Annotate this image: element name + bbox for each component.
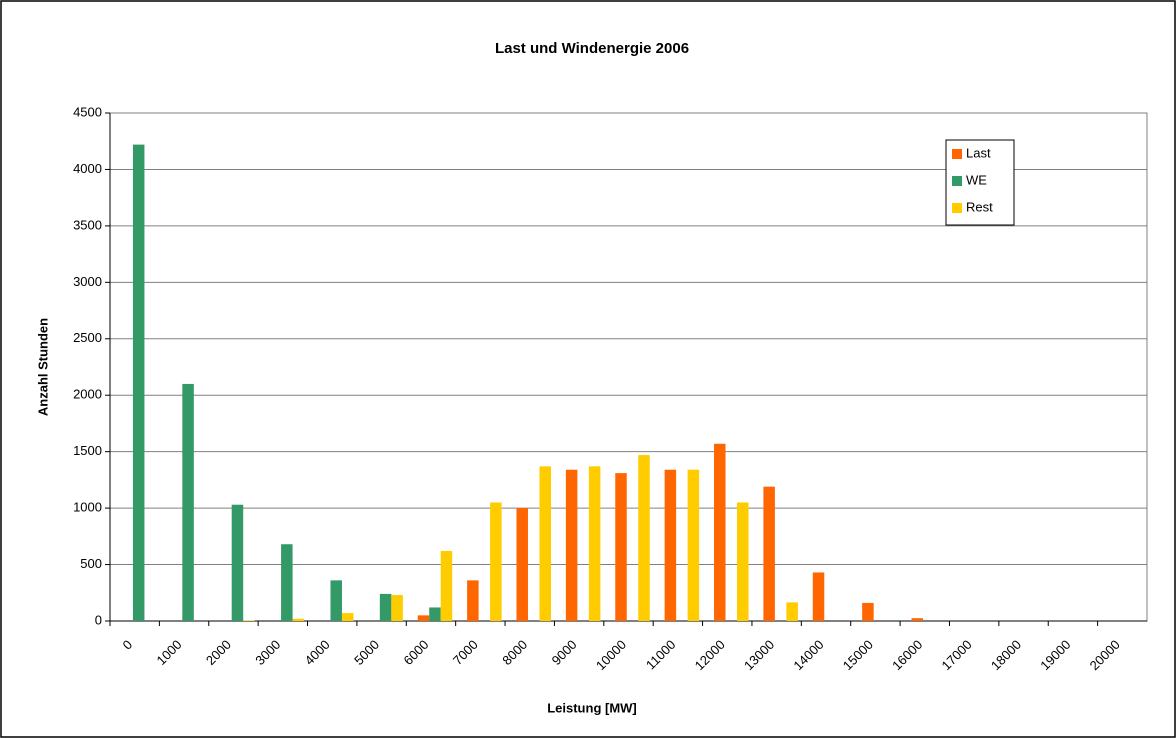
y-tick-label: 4000 <box>73 161 102 176</box>
legend-label: WE <box>966 172 987 187</box>
bar <box>687 469 700 621</box>
legend-label: Rest <box>966 199 993 214</box>
y-tick-label: 4500 <box>73 104 102 119</box>
bar <box>664 469 677 621</box>
y-tick-label: 0 <box>95 612 102 627</box>
bar <box>132 144 145 621</box>
y-tick-label: 3500 <box>73 217 102 232</box>
legend-swatch <box>952 149 962 159</box>
bar <box>588 466 601 621</box>
bar <box>379 593 392 621</box>
bar <box>440 551 453 621</box>
bar <box>429 607 441 621</box>
y-tick-label: 2000 <box>73 387 102 402</box>
y-tick-label: 3000 <box>73 274 102 289</box>
bar <box>786 602 798 621</box>
bar <box>341 613 354 621</box>
bar <box>243 620 255 621</box>
bar <box>391 595 403 621</box>
bar <box>182 383 194 621</box>
bar <box>292 618 305 621</box>
bar <box>330 580 342 621</box>
y-tick-label: 2500 <box>73 330 102 345</box>
bar <box>812 572 825 621</box>
bar <box>417 615 430 621</box>
bar <box>516 508 528 621</box>
bar <box>911 618 924 621</box>
bar <box>763 486 775 621</box>
legend-label: Last <box>966 145 991 160</box>
bar <box>467 580 479 621</box>
x-axis-label: Leistung [MW] <box>547 700 637 715</box>
legend-swatch <box>952 176 962 186</box>
bar <box>490 502 502 621</box>
bar <box>281 544 293 621</box>
legend-swatch <box>952 203 962 213</box>
y-tick-label: 500 <box>80 556 102 571</box>
y-tick-label: 1000 <box>73 500 102 515</box>
bar <box>231 504 244 621</box>
bar <box>638 455 650 621</box>
chart-title: Last und Windenergie 2006 <box>495 40 689 57</box>
bar <box>539 466 551 621</box>
bar <box>565 469 578 621</box>
bar <box>737 502 749 621</box>
y-axis-label: Anzahl Stunden <box>35 318 50 416</box>
bar <box>862 602 874 621</box>
bar <box>615 473 627 621</box>
bar <box>714 443 726 621</box>
y-tick-label: 1500 <box>73 443 102 458</box>
